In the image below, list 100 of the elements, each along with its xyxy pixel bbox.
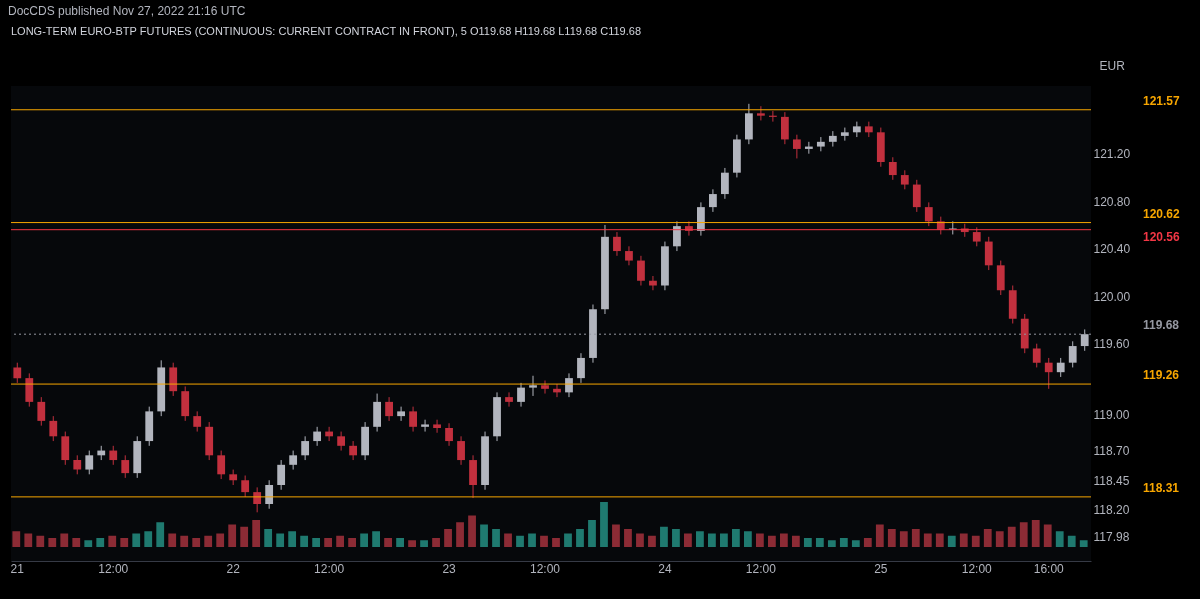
x-tick-label: 23 xyxy=(442,561,457,576)
bar xyxy=(504,533,512,547)
bar xyxy=(288,531,297,547)
x-tick-label: 22 xyxy=(226,561,241,576)
bar xyxy=(300,535,309,547)
y-tick-label: 117.98 xyxy=(1093,529,1130,544)
bar xyxy=(1031,520,1040,547)
candlestick xyxy=(193,410,202,433)
candlestick xyxy=(888,156,897,181)
bar xyxy=(216,533,225,547)
candlestick xyxy=(397,406,405,422)
bar xyxy=(36,535,45,547)
bar xyxy=(120,538,129,547)
x-tick-label: 21 xyxy=(10,561,25,576)
bar xyxy=(576,529,584,547)
bar xyxy=(372,531,380,547)
bar xyxy=(384,538,392,547)
candlestick xyxy=(301,435,310,461)
bar xyxy=(1019,522,1028,547)
bar xyxy=(252,520,261,547)
bar xyxy=(444,529,452,547)
y-tick-label: 118.45 xyxy=(1093,473,1130,488)
candlestick xyxy=(721,167,729,200)
ref-line-label: 118.31 xyxy=(1143,480,1180,495)
candlestick xyxy=(972,226,981,247)
bar xyxy=(732,529,740,547)
bar xyxy=(935,533,944,547)
bar xyxy=(312,538,321,547)
candlestick xyxy=(121,454,130,479)
bar xyxy=(911,529,920,547)
candlestick xyxy=(673,220,681,252)
x-tick-label: 24 xyxy=(658,561,672,576)
candlestick xyxy=(25,372,34,408)
x-tick-label: 12:00 xyxy=(961,561,993,576)
x-tick-label: 12:00 xyxy=(314,561,345,576)
candlestick xyxy=(37,396,46,427)
bar xyxy=(971,535,980,547)
bar xyxy=(660,526,668,547)
y-tick-label: 118.70 xyxy=(1093,444,1130,459)
y-tick-label: 120.00 xyxy=(1093,289,1131,304)
candlestick xyxy=(709,188,717,213)
bar xyxy=(839,538,848,547)
candlestick xyxy=(313,426,322,447)
candlestick xyxy=(1068,340,1077,368)
candlestick xyxy=(289,450,298,471)
bar xyxy=(1043,524,1052,547)
candlestick xyxy=(109,445,118,466)
bar xyxy=(947,535,956,547)
candlestick xyxy=(577,352,585,384)
ref-line-label: 119.68 xyxy=(1143,318,1180,333)
bar xyxy=(276,533,285,547)
ref-line-label: 120.62 xyxy=(1143,206,1181,221)
bar xyxy=(552,538,560,547)
bar xyxy=(815,538,824,547)
y-tick-label: 121.20 xyxy=(1093,147,1131,162)
bar xyxy=(995,531,1004,547)
bar xyxy=(720,533,728,547)
bar xyxy=(959,533,968,547)
candlestick xyxy=(792,134,801,159)
bar xyxy=(779,533,788,547)
ref-line-label: 120.56 xyxy=(1143,229,1181,244)
candlestick xyxy=(505,391,513,408)
bar xyxy=(624,529,632,547)
bar xyxy=(204,535,213,547)
candlestick xyxy=(409,406,417,433)
bar xyxy=(192,538,201,547)
bar xyxy=(875,524,884,547)
bar xyxy=(336,535,345,547)
candlestick xyxy=(541,380,549,395)
candlestick xyxy=(1044,357,1053,390)
candlestick xyxy=(816,136,825,152)
candlestick xyxy=(637,255,645,286)
bar xyxy=(983,529,992,547)
candlestick xyxy=(349,440,358,461)
candlestick xyxy=(73,454,82,475)
candlestick xyxy=(613,231,621,257)
candlestick xyxy=(780,111,789,145)
bar xyxy=(144,531,153,547)
candlestick xyxy=(85,450,94,475)
x-tick-label: 25 xyxy=(874,561,888,576)
candlestick xyxy=(625,245,633,266)
candlestick xyxy=(169,362,178,397)
bar xyxy=(600,502,608,547)
bar xyxy=(1079,540,1088,547)
bar xyxy=(24,533,33,547)
bar xyxy=(755,533,764,547)
bar xyxy=(48,538,57,547)
candlestick xyxy=(61,431,70,466)
bar xyxy=(168,533,177,547)
bar xyxy=(12,531,21,547)
bar xyxy=(180,535,189,547)
bar xyxy=(1067,535,1076,547)
bar xyxy=(240,526,249,547)
candlestick xyxy=(1032,343,1041,368)
candlestick xyxy=(13,362,22,384)
bar xyxy=(432,538,440,547)
candlestick xyxy=(385,396,393,422)
candlestick xyxy=(277,459,286,491)
ref-line-label: 119.26 xyxy=(1143,368,1180,383)
candlestick xyxy=(912,179,921,213)
